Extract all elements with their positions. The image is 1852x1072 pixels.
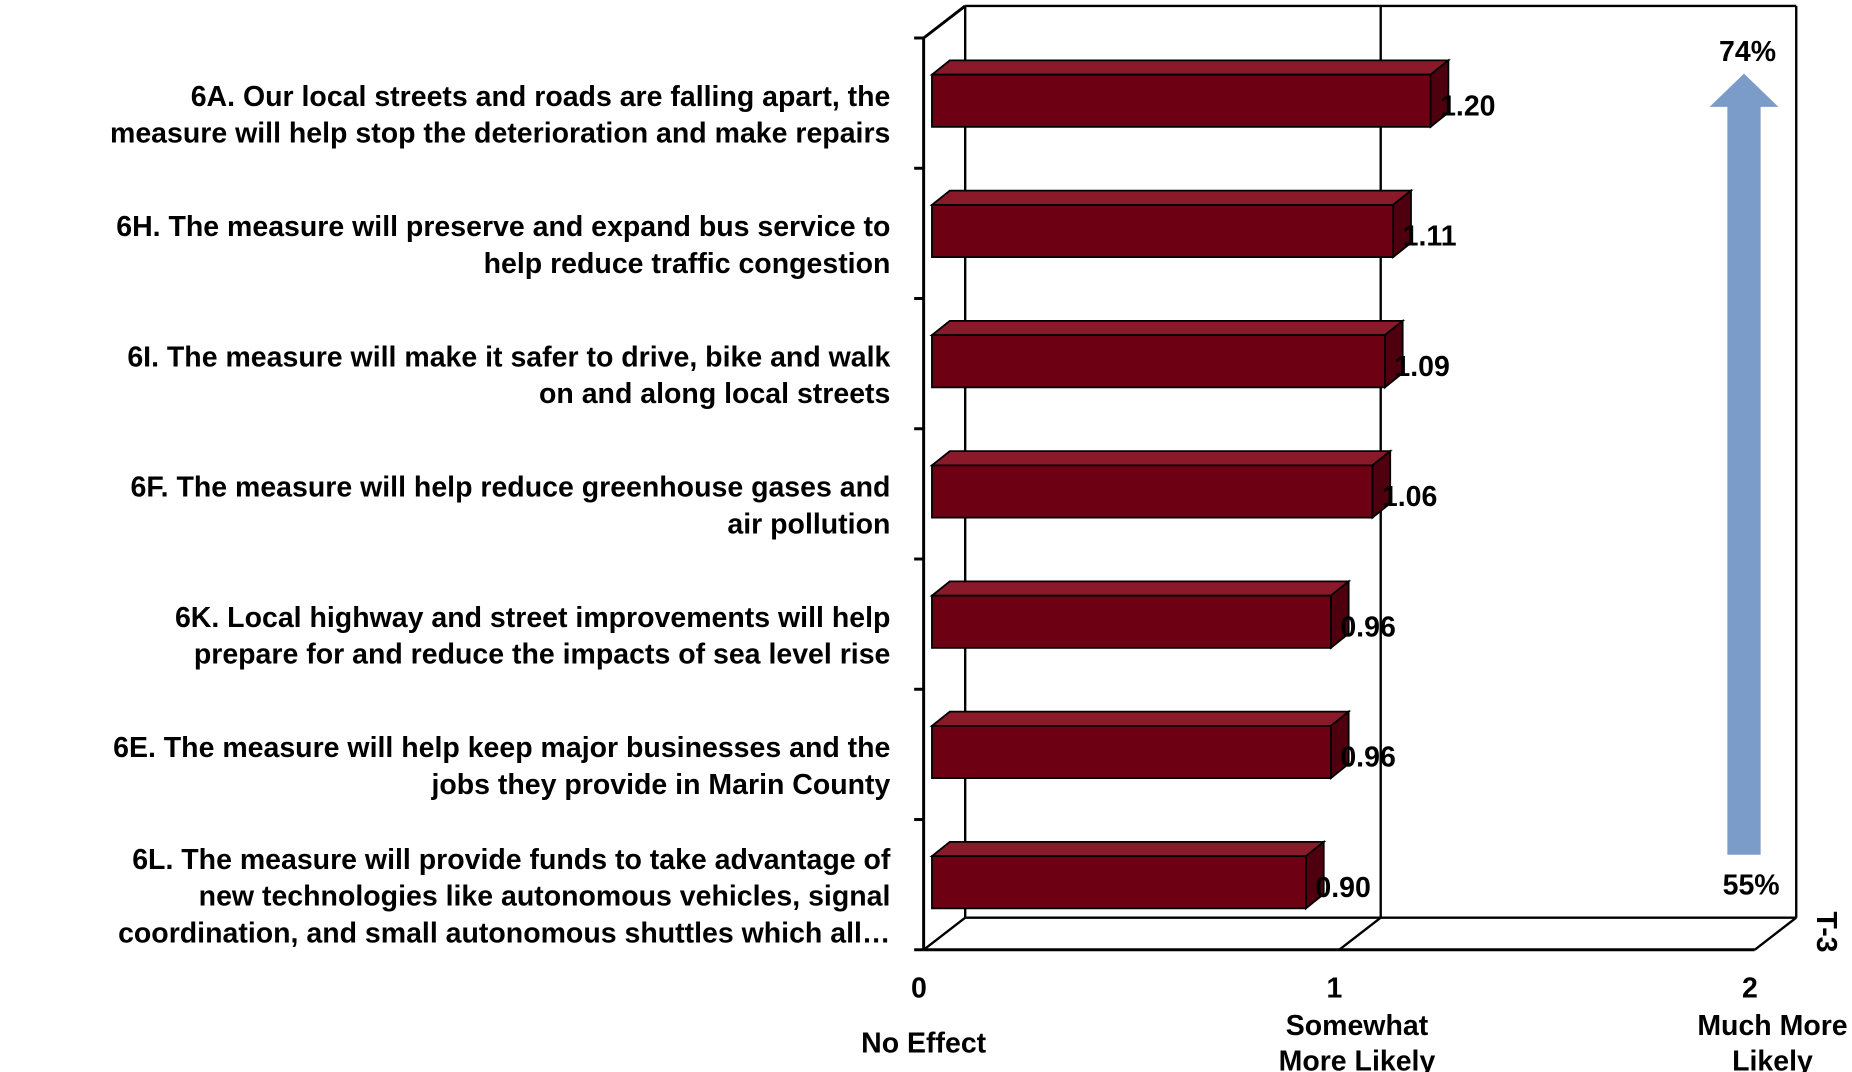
bar — [929, 58, 1451, 129]
category-label: 6H. The measure will preserve and expand… — [116, 211, 890, 280]
bar — [929, 319, 1406, 390]
bar-front — [931, 73, 1432, 128]
bar-front — [931, 724, 1332, 780]
bar-front — [931, 855, 1307, 910]
axis-line — [922, 4, 967, 40]
bar-top — [929, 841, 1327, 858]
chart-body: 0 No Effect 1 Somewhat More Likely 2 Much More… — [110, 4, 1848, 1072]
x-tick-label: 1 — [1326, 973, 1342, 1005]
x-tick-label: 0 — [911, 973, 927, 1005]
category-label: 6L. The measure will provide funds to ta… — [118, 843, 891, 949]
grid-line — [1753, 916, 1797, 951]
x-tick-caption: Somewhat More Likely — [1279, 1009, 1436, 1072]
value-label: 0.96 — [1340, 611, 1395, 643]
category-label: 6K. Local highway and street improvement… — [175, 601, 890, 670]
grid-line — [922, 916, 966, 951]
arrow-label: 55% — [1723, 869, 1780, 901]
category-label: 6F. The measure will help reduce greenho… — [131, 471, 891, 540]
value-label: 1.20 — [1440, 90, 1495, 122]
value-label: 1.06 — [1382, 481, 1437, 513]
bar — [929, 709, 1352, 780]
value-label: 1.11 — [1403, 221, 1457, 253]
bar-top — [929, 450, 1393, 467]
bar-front — [931, 464, 1374, 519]
x-tick-caption: No Effect — [861, 1027, 987, 1059]
bar-top — [929, 710, 1352, 727]
bar-top — [929, 59, 1451, 76]
category-label: 6I. The measure will make it safer to dr… — [127, 341, 890, 410]
bar-top — [929, 580, 1352, 597]
grid-line — [1338, 916, 1382, 951]
bar-top — [929, 319, 1406, 337]
x-tick-label: 2 — [1742, 973, 1758, 1005]
x-tick-caption: Much More Likely — [1697, 1009, 1847, 1072]
category-label: 6E. The measure will help keep major bus… — [113, 732, 890, 801]
category-label: 6A. Our local streets and roads are fall… — [110, 80, 890, 149]
arrow-label: 74% — [1719, 36, 1776, 68]
trend-arrow — [1709, 73, 1779, 855]
value-label: 1.09 — [1394, 351, 1449, 383]
bar-front — [931, 203, 1395, 259]
bar-top — [929, 189, 1414, 206]
bar — [929, 449, 1393, 520]
bar — [929, 188, 1414, 259]
bar — [929, 579, 1352, 650]
value-label: 0.96 — [1340, 742, 1395, 774]
bar-front — [931, 594, 1332, 649]
page-label: T-3 — [1810, 911, 1842, 952]
value-label: 0.90 — [1315, 872, 1370, 904]
bar — [929, 840, 1327, 911]
bar-front — [931, 334, 1386, 389]
